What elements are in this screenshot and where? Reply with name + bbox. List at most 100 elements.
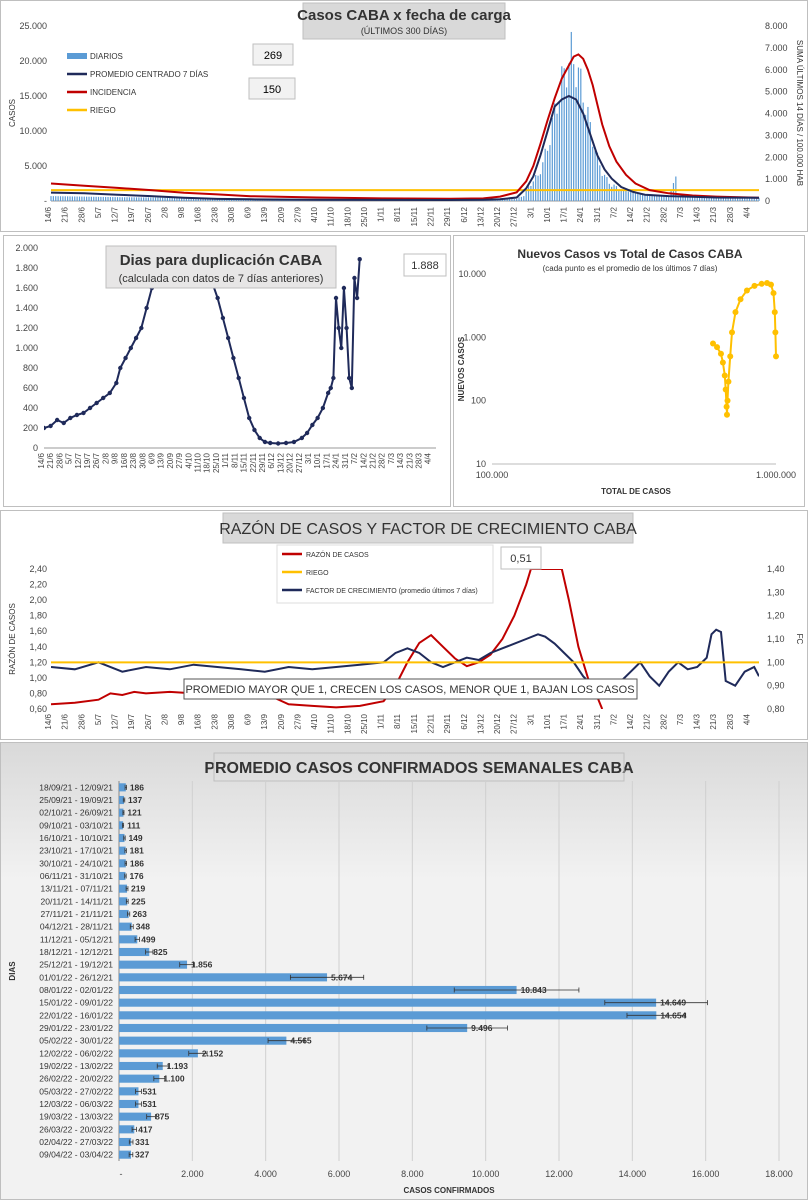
x-tick-label: 25/10 (360, 206, 369, 227)
promedio-line (50, 94, 760, 202)
daily-bar (145, 197, 147, 201)
annotation-text: PROMEDIO MAYOR QUE 1, CRECEN LOS CASOS, … (185, 684, 634, 696)
daily-bar (580, 68, 582, 201)
doubling-point (231, 355, 236, 361)
doubling-point (341, 285, 347, 291)
scatter-point (729, 329, 736, 336)
x-tick-label: - (120, 1169, 123, 1179)
y2-tick-label: 0,90 (767, 681, 785, 691)
x-tick-label: 14/3 (693, 713, 702, 729)
y-tick-label: 1.000 (463, 332, 486, 342)
y-tick-label: 800 (23, 363, 38, 373)
x-tick-label: 2/8 (101, 452, 110, 464)
scatter-point (717, 350, 724, 357)
daily-bar (114, 197, 116, 201)
daily-bar (732, 197, 734, 201)
x-tick-label: 16.000 (692, 1169, 720, 1179)
weekly-bar (119, 973, 328, 982)
bar-value-label: 186 (130, 782, 144, 792)
daily-bar (195, 198, 197, 201)
daily-bar (694, 196, 696, 201)
weekly-bar (119, 795, 125, 805)
daily-bar (126, 197, 128, 201)
daily-bar (563, 68, 565, 201)
daily-bar (620, 189, 622, 201)
weekly-bar (119, 935, 138, 944)
x-tick-label: 27/12 (510, 206, 519, 227)
x-tick-label: 6.000 (328, 1169, 351, 1179)
scatter-point (767, 281, 774, 288)
x-tick-label: 10.000 (472, 1169, 500, 1179)
weekly-bar (119, 897, 128, 906)
x-tick-label: 21/2 (643, 206, 652, 222)
x-tick-label: 13/9 (157, 452, 166, 468)
scatter-point (727, 353, 734, 360)
x-tick-label: 14/2 (626, 713, 635, 729)
x-tick-label: 10/1 (543, 206, 552, 222)
chart-title: Dias para duplicación CABA (120, 252, 323, 269)
doubling-point (304, 430, 310, 436)
x-tick-label: 15/11 (410, 713, 419, 733)
category-label: 30/10/21 - 24/10/21 (39, 858, 113, 868)
bar-value-label: 5.674 (331, 972, 353, 982)
weekly-bar (119, 1125, 135, 1134)
doubling-point (107, 390, 112, 396)
daily-bar (660, 195, 663, 201)
category-label: 22/01/22 - 16/01/22 (39, 1010, 113, 1020)
daily-bar (751, 197, 753, 201)
doubling-point (247, 415, 252, 421)
weekly-bar (119, 1112, 152, 1121)
legend-box (276, 544, 494, 604)
daily-bar (672, 183, 675, 201)
doubling-point (331, 375, 336, 381)
weekly-bar (119, 884, 128, 893)
y-tick-label: 0,60 (29, 704, 47, 714)
daily-bar (90, 196, 92, 201)
daily-bar (112, 197, 114, 201)
y2-tick-label: 1,20 (767, 611, 785, 621)
y2-tick-label: 0 (765, 196, 770, 206)
x-tick-label: 23/8 (129, 452, 138, 468)
x-tick-label: 8/11 (230, 452, 239, 468)
daily-bar (133, 197, 135, 201)
weekly-bar (119, 1150, 131, 1159)
daily-bar (62, 196, 64, 201)
x-tick-label: 12/7 (111, 713, 120, 729)
doubling-point (123, 355, 128, 361)
daily-bar (699, 196, 701, 201)
bar-value-label: 149 (128, 833, 142, 843)
bar-value-label: 1.100 (163, 1074, 185, 1084)
value-box-text: 269 (264, 50, 282, 62)
y2-axis-label: SUMA ÚLTIMOS 14 DÍAS / 100.000 HAB (795, 40, 804, 186)
bar-value-label: 1.193 (167, 1061, 189, 1071)
x-tick-label: 29/11 (443, 206, 452, 226)
x-tick-label: 12.000 (545, 1169, 573, 1179)
weekly-bar (119, 1087, 139, 1096)
x-tick-label: 17/1 (560, 206, 569, 222)
x-tick-label: 20/9 (166, 452, 175, 468)
x-tick-label: 8/11 (393, 713, 402, 729)
daily-bar (682, 196, 684, 201)
daily-bar (124, 197, 126, 201)
daily-bar (119, 197, 121, 201)
bar-value-label: 4.565 (290, 1036, 312, 1046)
weekly-bar (119, 922, 132, 931)
daily-bar (504, 199, 506, 201)
daily-bar (116, 197, 119, 201)
daily-bar (613, 184, 615, 201)
bar-value-label: 225 (131, 896, 145, 906)
weekly-bar (119, 871, 126, 881)
y-tick-label: 200 (23, 423, 38, 433)
bar-value-label: 531 (142, 1099, 156, 1109)
daily-bar (668, 196, 670, 201)
y-tick-label: 1.800 (15, 263, 38, 273)
weekly-bar (119, 1099, 139, 1109)
y2-tick-label: 6.000 (765, 65, 788, 75)
daily-bar (611, 186, 613, 201)
x-tick-label: 7/2 (609, 713, 618, 725)
scatter-point (721, 372, 728, 379)
daily-bar (729, 197, 732, 201)
daily-bar (556, 113, 558, 201)
x-tick-label: 2/8 (160, 713, 169, 725)
x-tick-label: 13/12 (276, 452, 285, 473)
